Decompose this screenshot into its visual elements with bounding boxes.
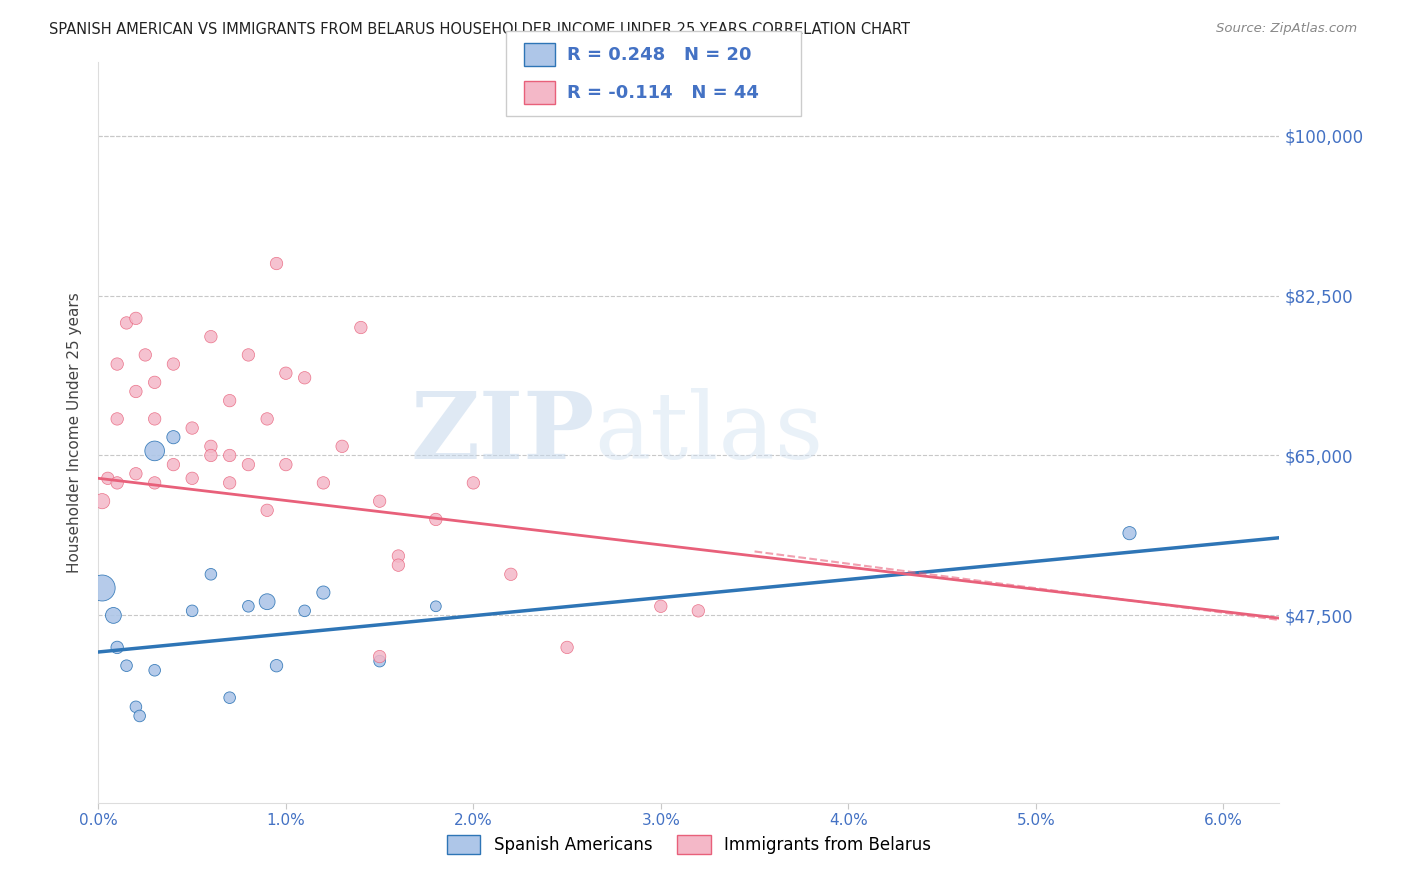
Point — [181, 471, 204, 485]
Point — [125, 384, 148, 399]
Point — [181, 421, 204, 435]
Point — [97, 471, 120, 485]
Point — [105, 640, 128, 655]
Point — [688, 604, 710, 618]
Point — [200, 567, 222, 582]
Point — [350, 320, 373, 334]
Point — [499, 567, 522, 582]
Point — [238, 458, 260, 472]
Point — [218, 393, 240, 408]
Legend: Spanish Americans, Immigrants from Belarus: Spanish Americans, Immigrants from Belar… — [440, 829, 938, 861]
Point — [294, 371, 316, 385]
Point — [425, 512, 447, 526]
Point — [134, 348, 156, 362]
Point — [312, 475, 335, 490]
Point — [91, 494, 114, 508]
Point — [200, 449, 222, 463]
Point — [143, 663, 166, 677]
Point — [105, 412, 128, 426]
Point — [312, 585, 335, 599]
Point — [463, 475, 485, 490]
Point — [266, 256, 288, 270]
Point — [125, 699, 148, 714]
Point — [200, 439, 222, 453]
Point — [143, 475, 166, 490]
Point — [650, 599, 672, 614]
Point — [368, 494, 391, 508]
Point — [115, 658, 138, 673]
Point — [330, 439, 353, 453]
Point — [218, 475, 240, 490]
Point — [218, 690, 240, 705]
Point — [1118, 526, 1140, 541]
Point — [143, 412, 166, 426]
Point — [425, 599, 447, 614]
Point — [555, 640, 578, 655]
Point — [125, 467, 148, 481]
Point — [256, 595, 278, 609]
Point — [274, 458, 297, 472]
Point — [256, 412, 278, 426]
Point — [115, 316, 138, 330]
Point — [218, 449, 240, 463]
Point — [387, 549, 409, 563]
Text: R = 0.248   N = 20: R = 0.248 N = 20 — [567, 45, 751, 63]
Point — [128, 709, 150, 723]
Point — [368, 654, 391, 668]
Point — [162, 458, 184, 472]
Point — [105, 475, 128, 490]
Point — [368, 649, 391, 664]
Point — [387, 558, 409, 573]
Point — [162, 357, 184, 371]
Point — [266, 658, 288, 673]
Point — [125, 311, 148, 326]
Text: SPANISH AMERICAN VS IMMIGRANTS FROM BELARUS HOUSEHOLDER INCOME UNDER 25 YEARS CO: SPANISH AMERICAN VS IMMIGRANTS FROM BELA… — [49, 22, 910, 37]
Text: ZIP: ZIP — [411, 388, 595, 477]
Point — [103, 608, 125, 623]
Point — [143, 443, 166, 458]
Point — [274, 366, 297, 380]
Point — [105, 357, 128, 371]
Text: atlas: atlas — [595, 388, 824, 477]
Point — [91, 581, 114, 595]
Y-axis label: Householder Income Under 25 years: Householder Income Under 25 years — [67, 293, 83, 573]
Point — [238, 348, 260, 362]
Point — [181, 604, 204, 618]
Text: Source: ZipAtlas.com: Source: ZipAtlas.com — [1216, 22, 1357, 36]
Text: R = -0.114   N = 44: R = -0.114 N = 44 — [567, 84, 758, 102]
Point — [256, 503, 278, 517]
Point — [238, 599, 260, 614]
Point — [294, 604, 316, 618]
Point — [162, 430, 184, 444]
Point — [200, 329, 222, 343]
Point — [143, 376, 166, 390]
